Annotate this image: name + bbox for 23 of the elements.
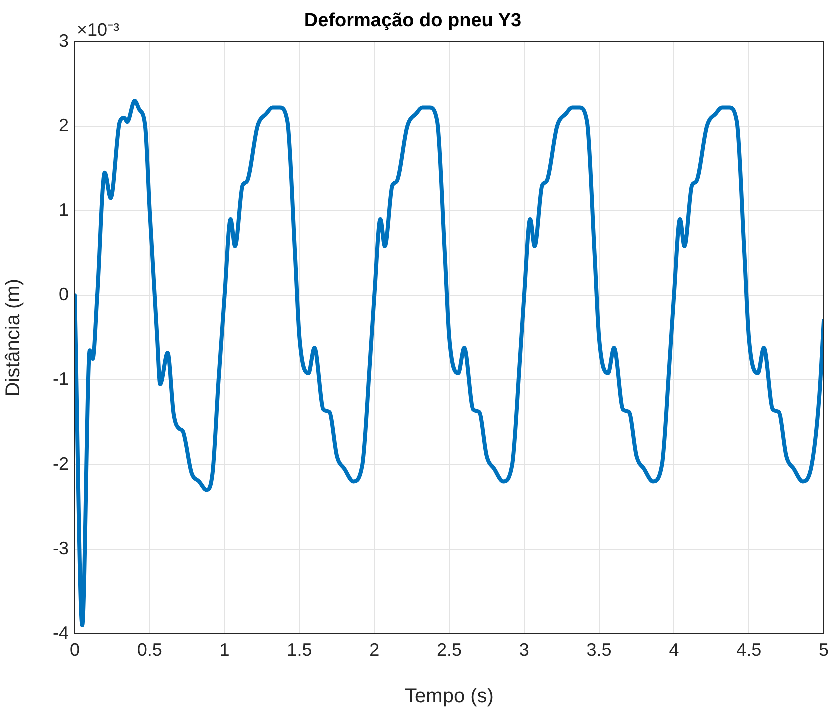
y-tick-label: 1 xyxy=(58,200,69,220)
x-tick-label: 1 xyxy=(220,640,230,660)
x-tick-label: 4.5 xyxy=(736,640,762,660)
x-axis-title: Tempo (s) xyxy=(405,686,494,708)
x-tick-label: 2 xyxy=(370,640,380,660)
x-tick-label: 4 xyxy=(669,640,680,660)
y-tick-label: 2 xyxy=(58,115,69,136)
y-tick-label: -3 xyxy=(52,538,69,558)
x-tick-label: 5 xyxy=(818,640,829,660)
x-tick-label: 3 xyxy=(519,640,530,660)
line-series xyxy=(75,99,824,628)
y-tick-label: -1 xyxy=(52,369,69,390)
text: ×10⁻³ xyxy=(77,20,120,40)
y-tick-label: -4 xyxy=(52,622,69,643)
y-axis-title: Distância (m) xyxy=(2,279,25,397)
x-tick-label: 0.5 xyxy=(137,640,162,660)
y-tick-label: 0 xyxy=(58,284,69,305)
x-tick-label: 2.5 xyxy=(436,640,462,660)
y-tick-label: -2 xyxy=(52,454,69,474)
x-tick-label: 1.5 xyxy=(287,640,312,660)
x-tick-label: 3.5 xyxy=(586,640,612,660)
chart-title: Deformação do pneu Y3 xyxy=(304,10,522,32)
y-tick-label: 3 xyxy=(58,30,69,51)
